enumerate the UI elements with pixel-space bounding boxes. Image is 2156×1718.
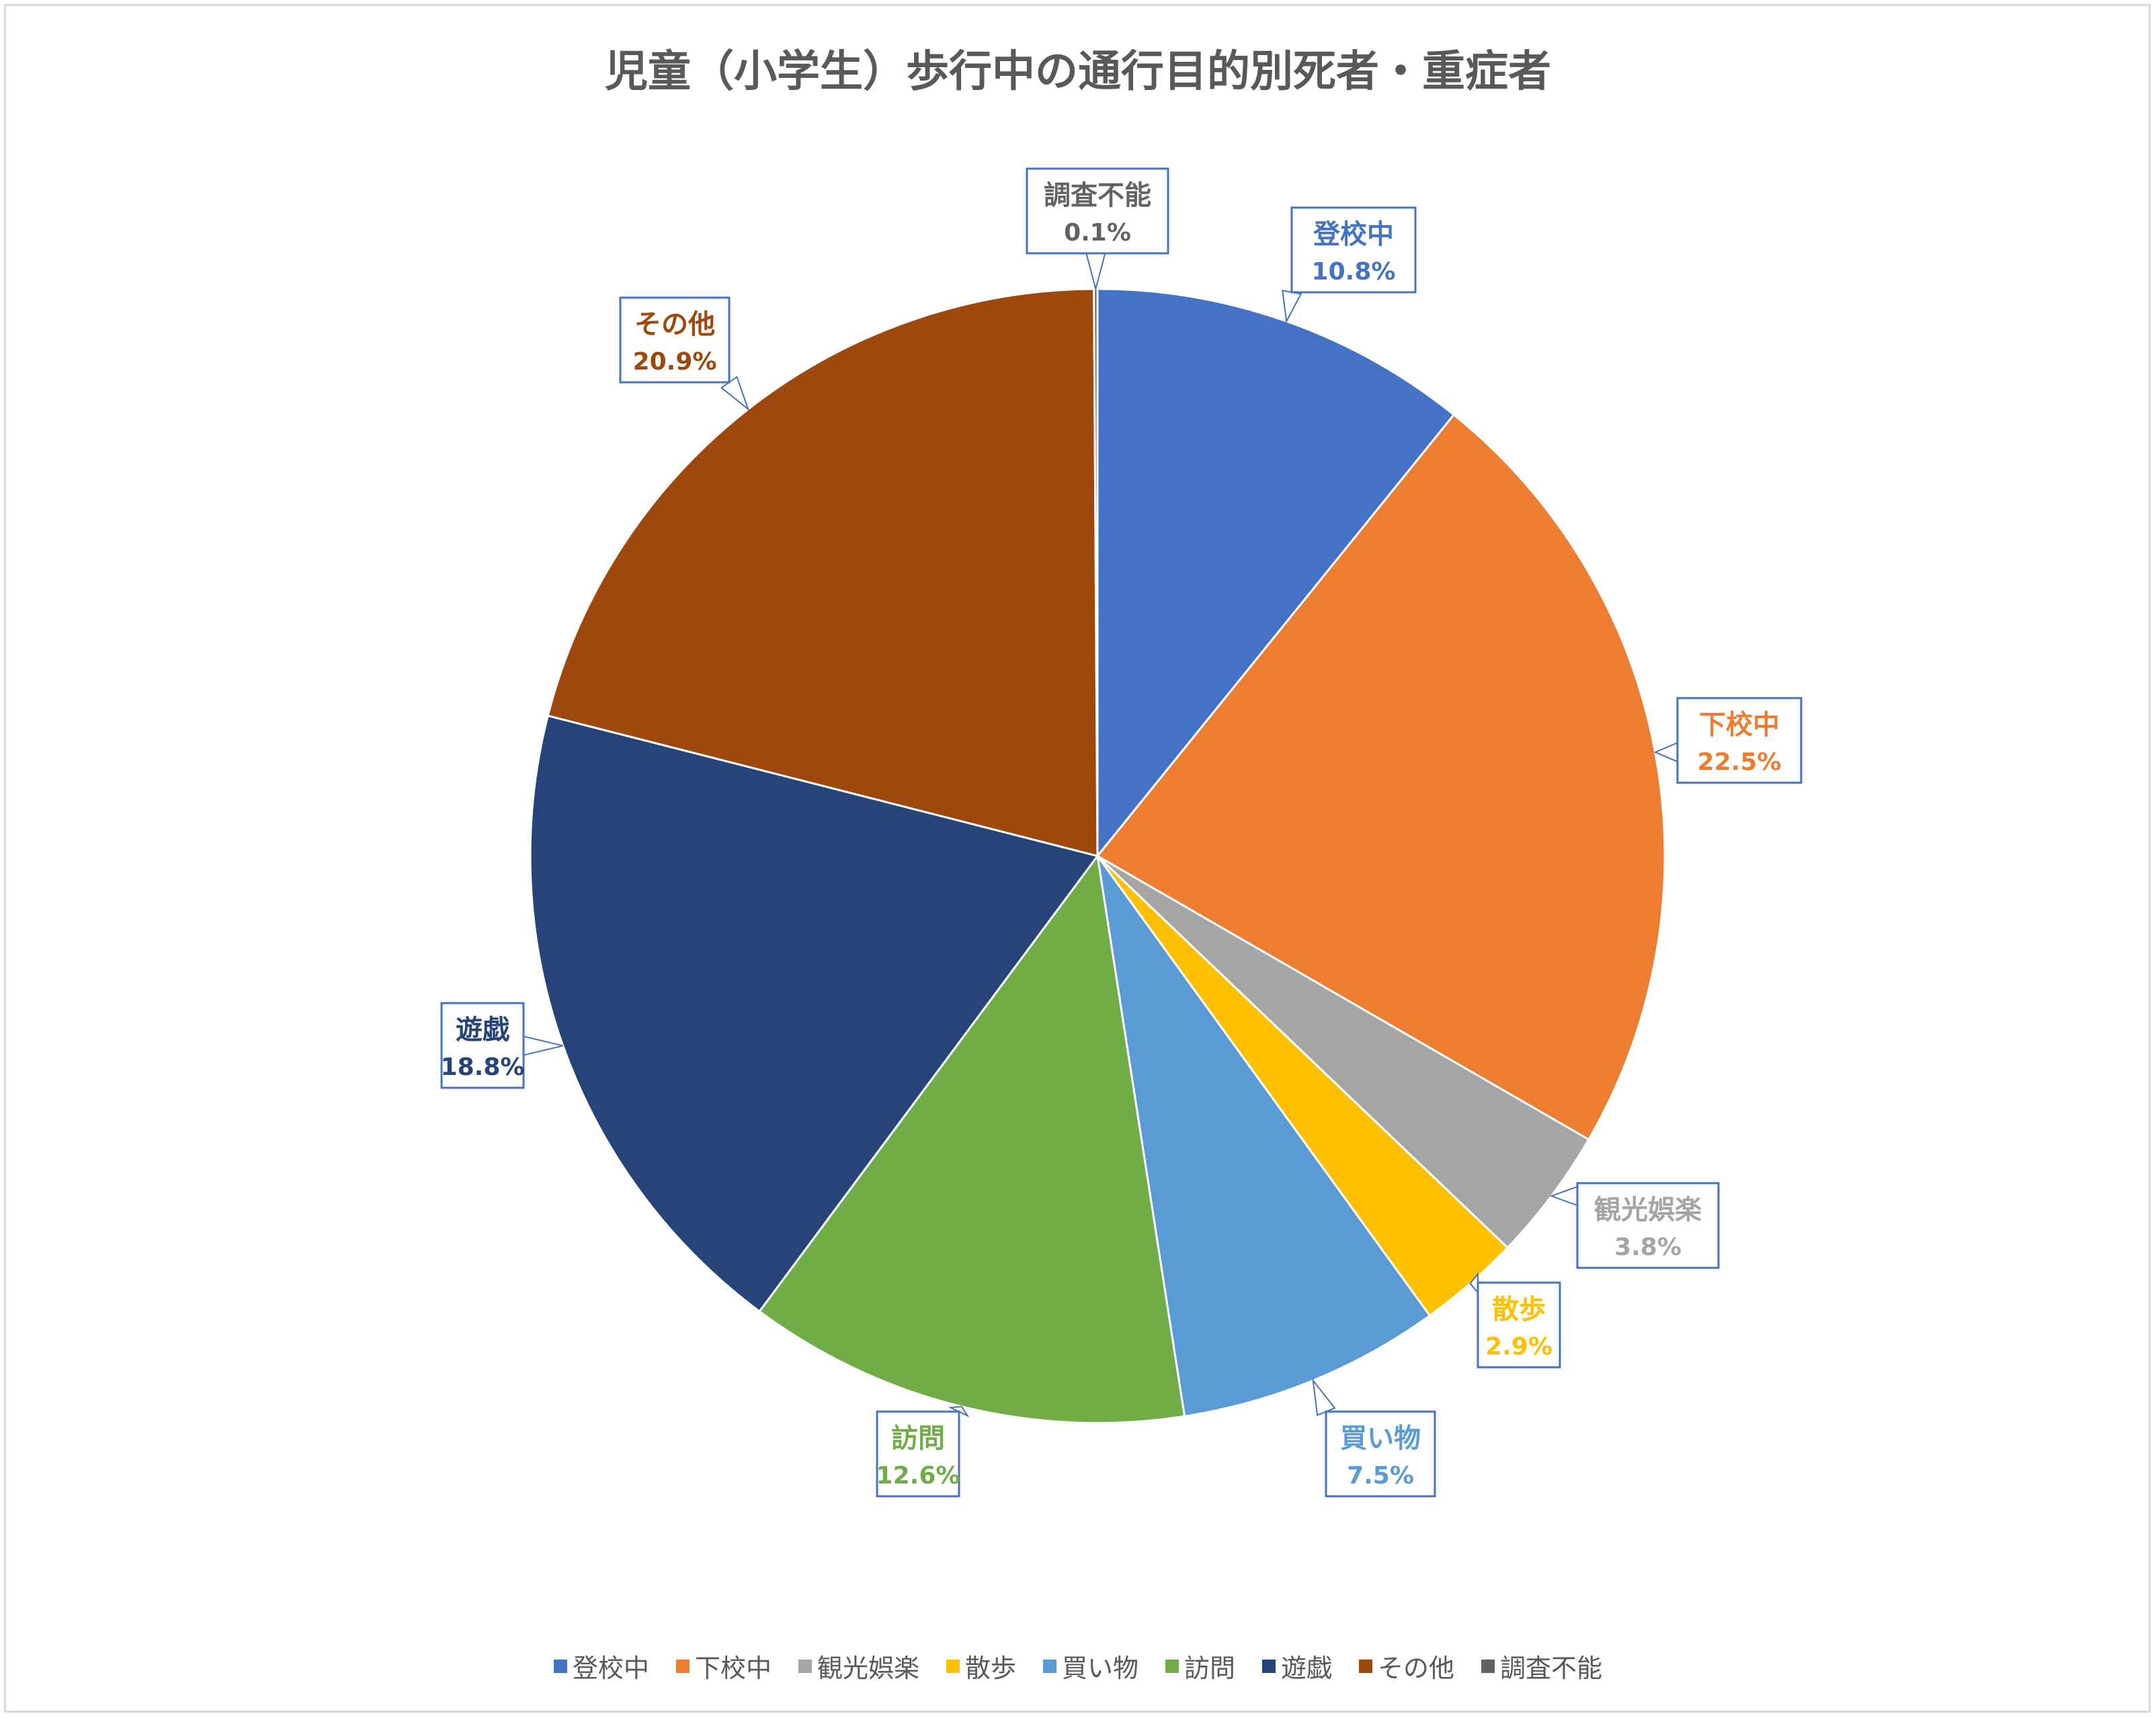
legend-item-0: 登校中 <box>553 1647 649 1684</box>
data-label-category-0: 登校中 <box>1313 219 1394 250</box>
legend-item-6: 遊戯 <box>1262 1647 1332 1684</box>
data-label-category-8: 調査不能 <box>1044 180 1151 211</box>
data-label-value-5: 12.6% <box>876 1462 960 1490</box>
data-label-value-7: 20.9% <box>633 348 717 376</box>
legend-item-3: 散歩 <box>946 1647 1016 1684</box>
callout-box-5 <box>876 1410 960 1498</box>
data-label-value-8: 0.1% <box>1064 219 1131 247</box>
data-label-value-3: 2.9% <box>1485 1333 1552 1361</box>
legend-item-8: 調査不能 <box>1481 1647 1602 1684</box>
callout-box-4 <box>1325 1410 1436 1498</box>
legend-swatch <box>1165 1659 1179 1673</box>
legend-label: 調査不能 <box>1500 1653 1603 1683</box>
legend-label: 下校中 <box>694 1653 772 1683</box>
callout-pointer-4 <box>1312 1378 1336 1416</box>
legend-swatch <box>1042 1659 1056 1673</box>
data-label-value-4: 7.5% <box>1347 1462 1414 1490</box>
callout-box-1 <box>1676 697 1802 784</box>
legend-swatch <box>1481 1659 1495 1673</box>
data-label-category-4: 買い物 <box>1340 1423 1421 1454</box>
legend-label: 観光娯楽 <box>817 1653 919 1683</box>
data-labels: 登校中 10.8% 下校中 22.5% 観光娯楽 3.8% 散歩 2.9% 買い物 7.5% 訪問 1… <box>440 167 1802 1498</box>
legend-label: 訪問 <box>1184 1653 1236 1683</box>
legend-swatch <box>1359 1659 1373 1673</box>
legend-swatch <box>798 1659 812 1673</box>
callout-box-2 <box>1576 1182 1720 1269</box>
callout-pointer-0 <box>1282 290 1302 324</box>
legend-swatch <box>1262 1659 1276 1673</box>
legend-item-1: 下校中 <box>675 1647 772 1684</box>
legend-label: 遊戯 <box>1281 1653 1333 1683</box>
callout-pointer-6 <box>523 1035 563 1056</box>
legend-item-7: その他 <box>1359 1647 1454 1684</box>
data-label-category-3: 散歩 <box>1492 1294 1546 1325</box>
data-label-category-1: 下校中 <box>1699 710 1780 740</box>
chart-title: 児童（小学生）歩行中の通行目的別死者・重症者 <box>605 47 1551 97</box>
legend-item-5: 訪問 <box>1165 1647 1235 1684</box>
legend-label: その他 <box>1378 1653 1455 1683</box>
legend-item-4: 買い物 <box>1042 1647 1138 1684</box>
chart-legend: 登校中 下校中 観光娯楽 散歩 買い物 訪問 遊戯 その他 調査不能 <box>0 1647 2156 1684</box>
callout-box-3 <box>1477 1281 1561 1369</box>
legend-item-2: 観光娯楽 <box>798 1647 919 1684</box>
data-label-category-5: 訪問 <box>891 1423 945 1454</box>
legend-swatch <box>946 1659 960 1673</box>
callout-box-7 <box>619 296 731 384</box>
data-label-category-7: その他 <box>634 309 715 340</box>
pie-slices <box>529 288 1666 1424</box>
callout-box-6 <box>440 1002 525 1089</box>
data-label-value-1: 22.5% <box>1698 748 1782 776</box>
callout-box-0 <box>1290 206 1417 294</box>
data-label-value-6: 18.8% <box>441 1054 525 1081</box>
callout-pointer-1 <box>1653 742 1678 763</box>
data-label-category-2: 観光娯楽 <box>1594 1195 1702 1226</box>
legend-label: 買い物 <box>1061 1653 1138 1683</box>
callout-pointer-8 <box>1085 253 1106 292</box>
data-label-category-6: 遊戯 <box>456 1015 509 1045</box>
legend-swatch <box>553 1659 567 1673</box>
data-label-value-0: 10.8% <box>1312 258 1396 286</box>
legend-swatch <box>675 1659 690 1673</box>
callout-box-8 <box>1026 167 1169 255</box>
legend-label: 登校中 <box>572 1653 649 1683</box>
legend-label: 散歩 <box>964 1653 1016 1683</box>
data-label-value-2: 3.8% <box>1614 1234 1682 1261</box>
